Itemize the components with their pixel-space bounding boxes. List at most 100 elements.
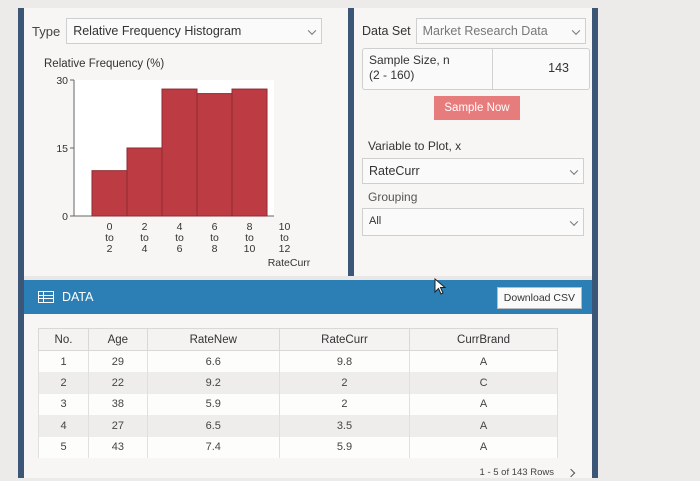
table-cell: 2 xyxy=(38,372,89,394)
table-cell: A xyxy=(409,415,558,437)
table-cell: 6.6 xyxy=(146,350,280,372)
dataset-select-value: Market Research Data xyxy=(422,24,548,38)
table-cell: 3 xyxy=(38,393,89,415)
x-tick-label: to xyxy=(210,232,219,244)
chevron-down-icon xyxy=(569,166,579,175)
table-cell: 22 xyxy=(88,372,148,394)
table-cell: 9.8 xyxy=(278,350,411,372)
table-row: 5 43 7.4 5.9 A xyxy=(38,436,558,458)
column-header-age[interactable]: Age xyxy=(88,328,148,351)
x-tick-label: to xyxy=(280,232,289,244)
type-row: Type Relative Frequency Histogram xyxy=(32,18,323,44)
table-cell: A xyxy=(409,350,558,372)
controls-panel: Data Set Market Research Data Sample Siz… xyxy=(354,8,592,276)
histogram-bar xyxy=(91,170,128,217)
variable-select-value: RateCurr xyxy=(369,164,420,178)
left-border xyxy=(18,8,24,478)
x-tick-label: to xyxy=(140,232,149,244)
data-table-area: No. Age RateNew RateCurr CurrBrand 1 29 6.6 9.8… xyxy=(24,314,592,478)
y-tick-label: 15 xyxy=(56,143,68,155)
x-tick-label: 4 xyxy=(177,221,183,233)
table-cell: 5.9 xyxy=(146,393,280,415)
chevron-right-icon[interactable] xyxy=(566,468,576,477)
histogram-bar xyxy=(196,93,233,217)
chevron-down-icon xyxy=(571,26,580,35)
sample-size-label: Sample Size, n (2 - 160) xyxy=(363,49,493,89)
sample-size-label-line2: (2 - 160) xyxy=(369,68,415,82)
y-tick-label: 0 xyxy=(62,211,68,223)
variable-label: Variable to Plot, x xyxy=(368,139,462,153)
dataset-label: Data Set xyxy=(362,24,411,38)
grouping-select-value: All xyxy=(369,215,382,227)
table-cell: 43 xyxy=(88,436,148,458)
x-axis-label: RateCurr xyxy=(268,257,311,269)
x-tick-label: to xyxy=(105,232,114,244)
sample-size-input[interactable]: 143 xyxy=(548,61,569,75)
table-cell: A xyxy=(409,436,558,458)
dataset-select[interactable]: Market Research Data xyxy=(415,18,586,44)
histogram-bar xyxy=(231,88,268,217)
x-tick-label: 4 xyxy=(142,243,148,255)
x-tick-label: to xyxy=(245,232,254,244)
x-tick-label: 12 xyxy=(279,243,291,255)
dataset-row: Data Set Market Research Data xyxy=(362,18,586,44)
column-header-ratecurr[interactable]: RateCurr xyxy=(278,328,411,351)
chart-y-axis-label: Relative Frequency (%) xyxy=(44,58,165,70)
sample-size-box: Sample Size, n (2 - 160) 143 xyxy=(362,48,590,90)
table-cell: 2 xyxy=(278,372,411,394)
column-header-currbrand[interactable]: CurrBrand xyxy=(409,328,558,351)
app-window: Type Relative Frequency Histogram Relati… xyxy=(18,8,598,478)
table-cell: 2 xyxy=(278,393,411,415)
right-border xyxy=(592,8,598,478)
x-tick-label: 6 xyxy=(212,221,218,233)
table-row: 1 29 6.6 9.8 A xyxy=(38,350,558,372)
x-tick-label: 8 xyxy=(212,243,218,255)
table-cell: 29 xyxy=(88,350,148,372)
x-tick-label: 0 xyxy=(107,221,113,233)
type-select-value: Relative Frequency Histogram xyxy=(73,24,242,38)
sample-now-button[interactable]: Sample Now xyxy=(434,96,520,120)
column-header-no[interactable]: No. xyxy=(38,328,89,351)
panel-divider xyxy=(348,8,354,276)
table-cell: C xyxy=(409,372,558,394)
table-row: 3 38 5.9 2 A xyxy=(38,393,558,415)
table-cell: 5.9 xyxy=(278,436,411,458)
x-tick-label: to xyxy=(175,232,184,244)
pagination: 1 - 5 of 143 Rows xyxy=(480,467,576,478)
grouping-select[interactable]: All xyxy=(362,208,584,236)
table-header-row: No. Age RateNew RateCurr CurrBrand xyxy=(38,328,558,351)
table-cell: 5 xyxy=(38,436,89,458)
data-section-header: DATA Download CSV xyxy=(24,280,592,314)
table-cell: 6.5 xyxy=(146,415,280,437)
column-header-ratenew[interactable]: RateNew xyxy=(146,328,280,351)
mouse-cursor-icon xyxy=(434,278,447,295)
table-cell: 7.4 xyxy=(146,436,280,458)
table-cell: 38 xyxy=(88,393,148,415)
y-tick-label: 30 xyxy=(56,75,68,87)
type-select[interactable]: Relative Frequency Histogram xyxy=(66,18,323,44)
sample-size-label-line1: Sample Size, n xyxy=(369,53,450,67)
chart-panel: Type Relative Frequency Histogram Relati… xyxy=(24,8,348,276)
histogram-bar xyxy=(161,88,198,217)
table-row: 2 22 9.2 2 C xyxy=(38,372,558,394)
table-cell: 27 xyxy=(88,415,148,437)
x-tick-label: 2 xyxy=(107,243,113,255)
x-tick-label: 10 xyxy=(244,243,256,255)
variable-select[interactable]: RateCurr xyxy=(362,158,584,184)
type-label: Type xyxy=(32,23,61,39)
x-tick-label: 10 xyxy=(279,221,291,233)
table-cell: 9.2 xyxy=(146,372,280,394)
histogram-bar xyxy=(126,147,163,217)
table-cell: 4 xyxy=(38,415,89,437)
data-table: No. Age RateNew RateCurr CurrBrand 1 29 6.6 9.8… xyxy=(38,328,558,458)
x-tick-label: 2 xyxy=(142,221,148,233)
download-csv-button[interactable]: Download CSV xyxy=(496,287,582,309)
x-tick-label: 6 xyxy=(177,243,183,255)
table-cell: A xyxy=(409,393,558,415)
table-cell: 3.5 xyxy=(278,415,411,437)
chevron-down-icon xyxy=(307,26,317,35)
data-section-title: DATA xyxy=(62,290,94,304)
table-cell: 1 xyxy=(38,350,89,372)
grouping-label: Grouping xyxy=(368,190,418,204)
